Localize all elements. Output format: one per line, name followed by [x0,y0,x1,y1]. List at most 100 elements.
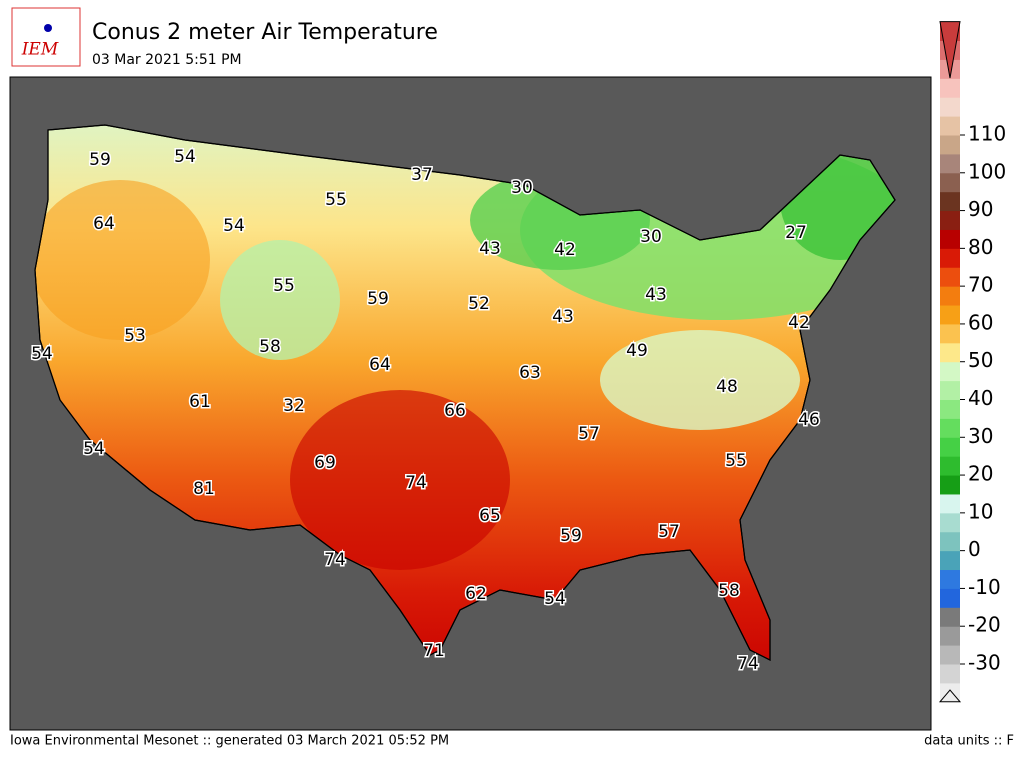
us-outline [34,124,896,661]
colorbar-cell [940,361,960,382]
colorbar-cell [940,172,960,193]
colorbar-cell [940,229,960,249]
station-value: 55 [325,190,347,210]
colorbar-cell [940,191,960,212]
station-value: 54 [83,439,105,459]
colorbar: -30 -20 -10 0 10 20 30 40 50 60 70 80 90 100 110 [938,21,1006,703]
colorbar-cell [940,135,960,155]
colorbar-cell [940,323,960,344]
station-value: 59 [367,289,389,309]
station-value: 49 [626,341,648,361]
station-value: 59 [560,526,582,546]
colorbar-tick-label: 70 [968,273,993,297]
colorbar-cell [940,512,960,533]
station-value: 58 [259,337,281,357]
station-value: 81 [193,479,215,499]
station-value: 57 [578,424,600,444]
station-value: 65 [479,506,501,526]
colorbar-bottom [938,689,962,703]
colorbar-cell [940,664,960,684]
station-value: 30 [511,178,533,198]
station-value: 43 [552,307,574,327]
colorbar-cell [940,626,960,646]
station-value: 74 [324,550,346,570]
station-labels: 59 54 37 30 64 54 55 55 43 42 30 27 59 52 43 43 42 53 54 58… [30,146,822,676]
colorbar-cell [940,399,960,419]
station-value: 55 [273,276,295,296]
station-value: 58 [718,581,740,601]
colorbar-cell [940,153,960,174]
station-value: 71 [423,641,445,661]
colorbar-cell [940,456,960,476]
colorbar-cell [940,78,960,98]
station-value: 64 [93,214,115,234]
subtitle: 03 Mar 2021 5:51 PM [92,52,242,68]
colorbar-tick-label: 80 [968,235,993,259]
colorbar-cell [940,97,960,117]
colorbar-cell [940,550,960,571]
colorbar-tick-label: 100 [968,159,1006,183]
colorbar-tick-label: -10 [968,575,1001,599]
colorbar-cell [940,588,960,608]
station-value: 53 [124,326,146,346]
station-value: 57 [658,522,680,542]
station-value: 64 [369,355,391,375]
colorbar-cell [940,342,960,363]
footer-right: data units :: F [924,734,1014,749]
station-value: 63 [519,363,541,383]
colorbar-tick-label: 40 [968,386,993,410]
colorbar-cell [940,305,960,325]
station-value: 48 [716,377,738,397]
station-value: 37 [411,165,433,185]
station-value: 42 [788,313,810,333]
station-value: 66 [444,401,466,421]
station-value: 69 [314,453,336,473]
station-value: 54 [174,147,196,167]
station-value: 55 [725,451,747,471]
colorbar-cell [940,493,960,514]
colorbar-tick-label: -20 [968,613,1001,637]
station-value: 30 [640,227,662,247]
colorbar-cell [940,645,960,665]
colorbar-cell [940,607,960,627]
colorbar-top [939,21,961,79]
logo: IEM [11,7,81,67]
colorbar-cell [940,531,960,552]
colorbar-cell [940,286,960,306]
colorbar-cell [940,116,960,136]
colorbar-tick-label: -30 [968,651,1001,675]
colorbar-tick-label: 30 [968,424,993,448]
logo-text: IEM [21,40,59,60]
station-value: 43 [479,239,501,259]
station-value: 54 [31,344,53,364]
title: Conus 2 meter Air Temperature [92,20,438,45]
colorbar-cell [940,418,960,438]
footer-left: Iowa Environmental Mesonet :: generated … [10,734,449,749]
colorbar-cell [940,475,960,495]
station-value: 52 [468,294,490,314]
colorbar-cell [940,267,960,287]
colorbar-tick-label: 50 [968,348,993,372]
colorbar-tick-label: 0 [968,537,981,561]
colorbar-cell [940,380,960,400]
station-value: 61 [189,392,211,412]
colorbar-tick-label: 20 [968,462,993,486]
station-value: 43 [645,285,667,305]
station-value: 46 [798,410,820,430]
station-value: 54 [544,589,566,609]
colorbar-tick-label: 60 [968,310,993,334]
station-value: 62 [465,584,487,604]
colorbar-tick-label: 90 [968,197,993,221]
station-value: 42 [554,240,576,260]
station-value: 74 [737,654,759,674]
station-value: 54 [223,216,245,236]
colorbar-tick-label: 10 [968,499,993,523]
colorbar-cell [940,210,960,230]
colorbar-cell [940,248,960,268]
colorbar-cell [940,437,960,457]
station-value: 74 [405,473,427,493]
station-value: 59 [89,150,111,170]
station-value: 27 [785,223,807,243]
colorbar-cell [940,569,960,589]
